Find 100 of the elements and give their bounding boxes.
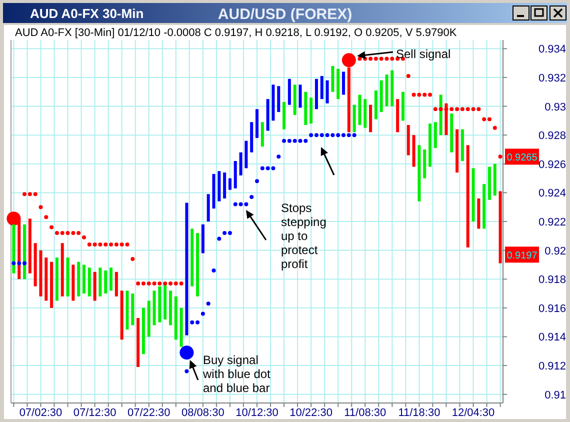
- bar: [131, 294, 134, 326]
- bar: [342, 72, 346, 95]
- point: [314, 133, 318, 138]
- bar: [228, 178, 232, 190]
- point: [492, 126, 497, 130]
- point: [336, 133, 340, 138]
- y-tick-label: 0.92: [544, 245, 566, 258]
- bar: [336, 68, 340, 100]
- y-tick-label: 0.912: [538, 360, 566, 373]
- point: [422, 92, 427, 97]
- point: [282, 138, 286, 143]
- bar: [28, 218, 32, 274]
- bar: [256, 109, 258, 138]
- bar: [110, 268, 113, 291]
- point: [114, 242, 118, 247]
- bar: [298, 84, 302, 108]
- bar: [104, 270, 108, 294]
- point: [450, 107, 454, 112]
- bar: [50, 262, 54, 308]
- point: [379, 56, 384, 61]
- text: AUD A0-FX [30-Min] 01/12/10 -0.0008 C 0.9197, H 0.9218, L 0.9192, O 0.9205, V 5.9790K: [15, 27, 458, 39]
- annotation: Sell signal: [396, 47, 451, 61]
- point: [482, 117, 486, 122]
- bar: [196, 233, 200, 296]
- point: [130, 256, 135, 261]
- point: [250, 195, 254, 200]
- annotation: 0.9265: [506, 152, 538, 164]
- bar: [401, 92, 404, 121]
- point: [330, 133, 335, 138]
- x-tick-label: 07/02:30: [19, 407, 62, 419]
- point: [66, 231, 70, 236]
- bar: [266, 99, 270, 131]
- bar: [60, 243, 64, 296]
- point: [87, 242, 92, 247]
- point: [146, 281, 151, 286]
- bar: [369, 104, 372, 132]
- bar: [190, 228, 194, 286]
- bar: [364, 99, 367, 128]
- point: [260, 166, 264, 170]
- bar: [385, 74, 388, 106]
- bar: [282, 102, 286, 130]
- point: [466, 107, 470, 112]
- point: [82, 235, 86, 240]
- point: [233, 202, 238, 206]
- x-tick-label: 07/12:30: [73, 407, 116, 419]
- point: [200, 312, 205, 316]
- x-tick-label: 10/22:30: [290, 407, 332, 419]
- point: [158, 281, 162, 286]
- point: [438, 107, 443, 112]
- point: [238, 202, 243, 206]
- point: [217, 236, 222, 241]
- point: [287, 138, 292, 143]
- bar: [12, 224, 16, 274]
- point: [455, 107, 460, 112]
- point: [71, 231, 76, 236]
- point: [17, 261, 22, 266]
- bar: [472, 168, 475, 222]
- y-tick-label: 0.916: [538, 302, 566, 315]
- bar: [98, 268, 102, 296]
- x-tick-label: 11/08:30: [344, 407, 386, 419]
- point: [276, 154, 281, 159]
- y-tick-label: 0.926: [538, 158, 566, 171]
- chart-title: AUD/USD (FOREX): [218, 6, 352, 23]
- bar: [206, 194, 210, 222]
- y-tick-label: 0.932: [538, 72, 566, 84]
- point: [98, 242, 102, 247]
- point: [141, 281, 146, 286]
- point: [342, 133, 346, 138]
- point: [22, 261, 27, 266]
- bar: [272, 84, 275, 121]
- x-tick-label: 11/18:30: [398, 407, 440, 419]
- point: [190, 320, 194, 324]
- point: [476, 107, 481, 112]
- bar: [168, 290, 172, 326]
- bar: [374, 90, 378, 120]
- bar: [23, 224, 26, 280]
- point: [168, 281, 172, 286]
- point: [406, 74, 410, 78]
- bar: [466, 145, 470, 248]
- bar: [180, 308, 183, 347]
- point: [212, 268, 216, 272]
- point: [125, 242, 130, 247]
- point: [33, 192, 38, 196]
- y-tick-label: 0.934: [538, 44, 566, 56]
- point: [325, 133, 330, 138]
- point: [498, 154, 502, 159]
- bar: [72, 264, 75, 301]
- bar: [477, 198, 480, 229]
- point: [38, 205, 43, 210]
- bar: [239, 152, 242, 176]
- bar: [423, 149, 426, 178]
- bar: [158, 286, 162, 322]
- x-tick-label: 12/04:30: [452, 407, 495, 419]
- bar: [185, 202, 188, 336]
- point: [412, 92, 416, 97]
- bar: [498, 191, 502, 264]
- point: [487, 117, 492, 122]
- bar: [218, 171, 221, 202]
- annotation: Buy signal with blue dot and blue bar: [202, 353, 272, 395]
- x-tick-label: 08/08:30: [182, 407, 224, 419]
